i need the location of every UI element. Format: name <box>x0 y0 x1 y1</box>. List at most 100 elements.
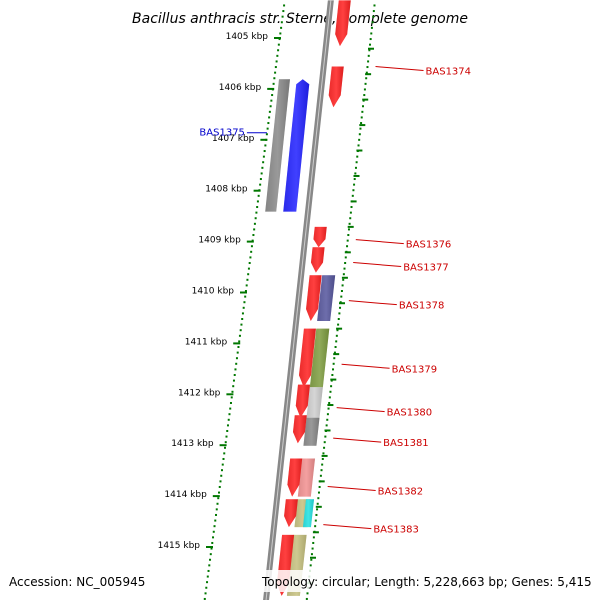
ring-dot <box>316 502 319 505</box>
ring-dot <box>339 306 342 309</box>
ruler-dot <box>242 306 245 309</box>
ring-dot <box>346 239 349 242</box>
gene-label[interactable]: BAS1382 <box>378 486 424 497</box>
ruler-dot <box>247 273 250 276</box>
ruler-dot <box>235 357 238 360</box>
gene-features <box>265 0 351 596</box>
gene-label[interactable]: BAS1376 <box>406 240 452 251</box>
gene-label[interactable]: BAS1377 <box>403 263 449 274</box>
ring-dot <box>344 256 347 259</box>
ruler-dot <box>236 351 239 354</box>
gene-label-leader <box>353 262 402 268</box>
ruler-dot <box>262 161 265 164</box>
ruler-dot <box>240 323 243 326</box>
ruler-dot <box>207 569 210 572</box>
ruler-dot <box>280 21 283 24</box>
topology-summary: Topology: circular; Length: 5,228,663 bp… <box>261 575 592 589</box>
ring-dot <box>310 553 313 556</box>
ruler-dot <box>256 206 259 209</box>
gene-arrow-shade <box>299 328 316 388</box>
map-title: Bacillus anthracis str. Sterne, complete… <box>132 11 468 27</box>
gene-label-leader <box>327 485 376 491</box>
ruler-dot <box>274 71 277 74</box>
ruler-dot <box>281 15 284 18</box>
ruler-tick-label: 1409 kbp <box>198 236 241 246</box>
ring-dot <box>362 99 365 102</box>
gene-arrow-shade <box>295 384 311 418</box>
ruler-dot <box>257 194 260 197</box>
ruler-dot <box>220 469 223 472</box>
ruler-dot <box>283 4 286 7</box>
cog-block-shade <box>265 79 290 212</box>
ruler-dot <box>208 564 211 567</box>
outer-ring <box>305 4 376 600</box>
ring-dot <box>366 66 369 69</box>
ring-dot <box>339 301 342 304</box>
ring-dot <box>333 357 336 360</box>
ring-dot <box>355 161 358 164</box>
ring-dot <box>312 541 315 544</box>
gene-arrow-shade <box>292 415 307 444</box>
ring-dot <box>369 38 372 41</box>
gene-arrow-shade <box>328 66 344 108</box>
ring-dot <box>368 49 371 52</box>
ruler-tick-label: 1411 kbp <box>185 337 228 347</box>
ruler-dot <box>243 301 246 304</box>
ruler-tick-label: 1410 kbp <box>192 287 235 297</box>
gene-label-leader <box>348 300 397 306</box>
ring-dot <box>329 390 332 393</box>
ruler-dot <box>247 267 250 270</box>
ruler-dot <box>229 407 232 410</box>
gene-label[interactable]: BAS1375 <box>199 128 245 139</box>
ruler-dot <box>225 435 228 438</box>
gene-arrow-shade <box>287 458 303 497</box>
gene-label[interactable]: BAS1380 <box>387 408 433 419</box>
ruler-tick-label: 1413 kbp <box>171 439 214 449</box>
ring-dot <box>358 133 361 136</box>
ruler-dot <box>232 385 235 388</box>
gene-label[interactable]: BAS1378 <box>399 301 445 312</box>
ring-dot <box>371 21 374 24</box>
ruler-dot <box>241 312 244 315</box>
ruler-dot <box>266 127 269 130</box>
ruler-dot <box>221 463 224 466</box>
gene-label[interactable]: BAS1383 <box>373 525 419 536</box>
ring-dot <box>321 463 324 466</box>
ring-dot <box>370 26 373 29</box>
gene-label-leader <box>355 239 404 245</box>
ring-dot <box>319 474 322 477</box>
ruler-dot <box>206 581 209 584</box>
gene-label[interactable]: BAS1381 <box>383 438 429 449</box>
ring-dot <box>353 183 356 186</box>
ruler-dot <box>269 105 272 108</box>
ruler-dot <box>246 278 249 281</box>
ruler-tick-label: 1414 kbp <box>164 490 207 500</box>
ruler-dot <box>222 457 225 460</box>
gene-label-leader <box>333 437 382 443</box>
ring-dot <box>358 138 361 141</box>
ruler-dot <box>276 54 279 57</box>
ruler-dot <box>233 373 236 376</box>
ring-dot <box>326 418 329 421</box>
ruler-dot <box>252 234 255 237</box>
ruler-dot <box>272 82 275 85</box>
ruler-dot <box>244 290 247 293</box>
ring-dot <box>363 94 366 97</box>
ruler-dot <box>274 66 277 69</box>
ruler-dot <box>206 575 209 578</box>
ruler-dot <box>229 401 232 404</box>
gene-label[interactable]: BAS1374 <box>426 67 472 78</box>
ruler-tick-label: 1408 kbp <box>205 185 248 195</box>
ruler-tick-label: 1415 kbp <box>158 541 201 551</box>
ring-dot <box>372 10 375 13</box>
ruler-dot <box>209 553 212 556</box>
ring-dot <box>327 407 330 410</box>
ruler-dot <box>218 485 221 488</box>
cog-block-shade <box>306 387 323 418</box>
ring-dot <box>336 329 339 332</box>
ruler-dot <box>224 441 227 444</box>
gene-label[interactable]: BAS1379 <box>392 364 438 375</box>
ruler-dot <box>268 116 271 119</box>
ring-dot <box>315 513 318 516</box>
ring-dot <box>312 536 315 539</box>
